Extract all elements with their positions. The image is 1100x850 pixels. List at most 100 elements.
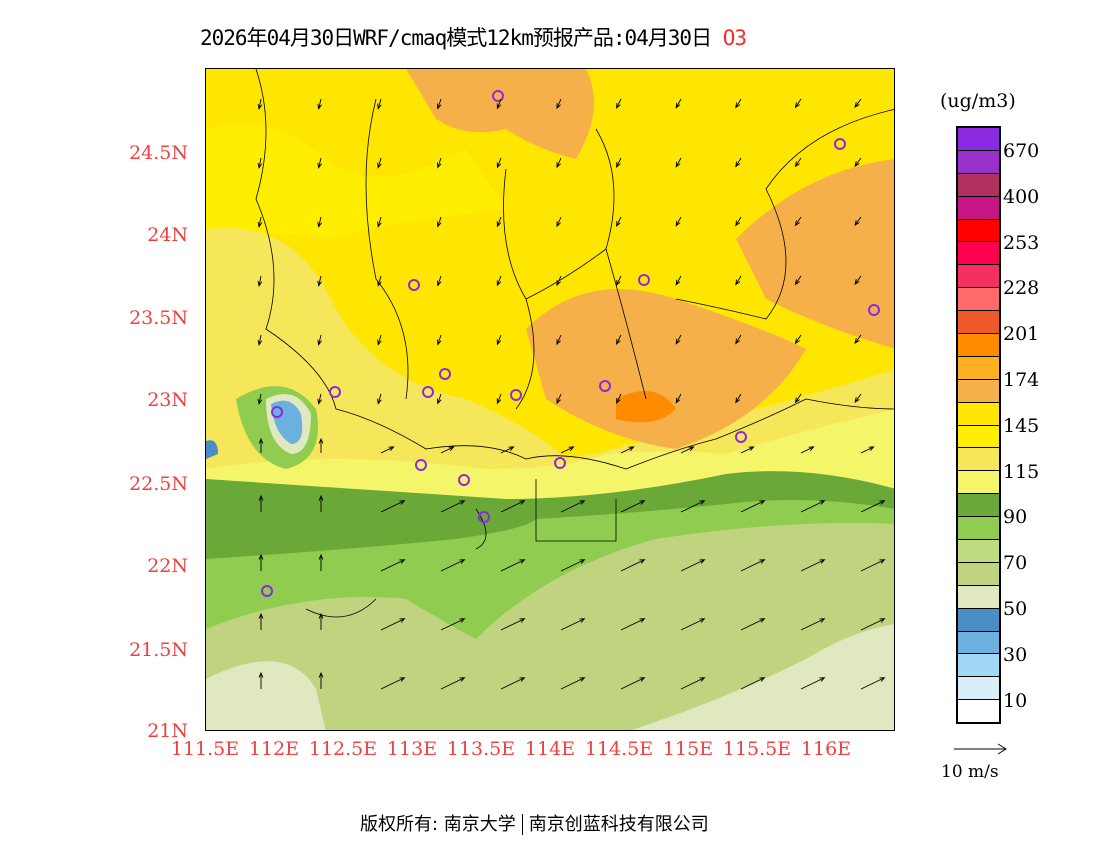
wind-vectors xyxy=(257,98,886,690)
wind-arrow xyxy=(620,618,646,631)
legend-bin xyxy=(958,128,999,151)
company-text: 南京创蓝科技有限公司 xyxy=(521,814,709,835)
wind-arrow xyxy=(560,618,586,631)
wind-arrow xyxy=(258,671,264,689)
legend-unit: (ug/m3) xyxy=(940,90,1016,112)
wind-arrow xyxy=(496,275,502,287)
monitoring-stations xyxy=(261,90,880,597)
wind-arrow xyxy=(318,553,324,571)
lat-label: 24.5N xyxy=(129,142,188,164)
wind-arrow xyxy=(735,393,742,404)
wind-arrow xyxy=(436,393,442,405)
wind-arrow xyxy=(620,677,646,690)
lon-label: 112.5E xyxy=(308,738,378,760)
wind-arrow xyxy=(860,559,886,572)
wind-arrow xyxy=(500,446,515,454)
wind-arrow xyxy=(440,677,466,690)
chart-title: 2026年04月30日WRF/cmaq模式12km预报产品:04月30日 O3 xyxy=(200,22,747,52)
wind-arrow xyxy=(317,98,322,110)
wind-arrow xyxy=(740,446,755,454)
wind-arrow xyxy=(500,500,526,513)
legend-bin xyxy=(958,379,999,403)
wind-arrow xyxy=(740,618,766,631)
legend-bin xyxy=(958,494,999,518)
lon-label: 111.5E xyxy=(170,738,240,760)
wind-arrow xyxy=(556,275,562,287)
region-fill xyxy=(206,661,326,730)
legend-bin xyxy=(958,356,999,380)
wind-arrow xyxy=(257,98,263,110)
lon-label: 113.5E xyxy=(446,738,516,760)
legend-bin xyxy=(958,540,999,563)
wind-arrow xyxy=(436,157,442,169)
legend-bin xyxy=(958,242,999,266)
legend-bin xyxy=(958,654,999,678)
wind-arrow xyxy=(854,216,862,227)
wind-arrow xyxy=(556,157,562,169)
legend-label: 90 xyxy=(1003,506,1028,529)
wind-arrow xyxy=(620,559,646,572)
wind-arrow xyxy=(794,157,802,168)
region-fill xyxy=(526,289,806,449)
wind-arrow xyxy=(794,98,802,109)
copyright-text: 版权所有: 南京大学 xyxy=(360,814,516,835)
wind-arrow xyxy=(735,275,742,286)
wind-arrow xyxy=(317,393,322,405)
wind-arrow xyxy=(377,334,382,346)
wind-arrow xyxy=(380,618,406,631)
wind-arrow xyxy=(616,275,622,287)
legend-bin xyxy=(958,700,999,723)
wind-arrow xyxy=(318,612,324,630)
wind-arrow xyxy=(496,98,502,110)
wind-arrow xyxy=(377,98,382,110)
legend-label: 30 xyxy=(1003,643,1028,666)
wind-arrow xyxy=(860,446,875,454)
region-fill xyxy=(206,123,506,239)
color-legend xyxy=(956,126,1001,725)
lat-label: 24N xyxy=(147,224,188,246)
wind-arrow xyxy=(560,500,586,513)
wind-arrow xyxy=(794,393,802,404)
wind-arrow xyxy=(317,334,322,346)
wind-arrow xyxy=(800,446,815,454)
wind-arrow xyxy=(860,677,886,690)
lat-label: 23N xyxy=(147,389,188,411)
species-label: O3 xyxy=(722,26,747,50)
wind-arrow xyxy=(616,98,622,110)
wind-arrow xyxy=(740,500,766,513)
wind-arrow xyxy=(258,437,264,453)
concentration-map xyxy=(205,68,895,731)
legend-bin xyxy=(958,677,999,701)
wind-arrow xyxy=(440,559,466,572)
wind-arrow xyxy=(318,437,324,453)
wind-arrow xyxy=(258,553,264,571)
legend-bin xyxy=(958,219,999,243)
wind-arrow xyxy=(860,618,886,631)
legend-label: 50 xyxy=(1003,597,1028,620)
legend-bin xyxy=(958,265,999,289)
wind-arrow xyxy=(854,334,862,345)
wind-arrow xyxy=(800,677,826,690)
wind-arrow xyxy=(675,216,682,227)
wind-arrow xyxy=(440,618,466,631)
wind-arrow xyxy=(257,275,263,287)
wind-arrow xyxy=(854,98,862,109)
wind-arrow xyxy=(257,216,263,228)
legend-bin xyxy=(958,425,999,449)
wind-arrow xyxy=(860,500,886,513)
wind-arrow xyxy=(616,393,622,405)
wind-arrow xyxy=(794,216,802,227)
wind-arrow xyxy=(436,98,442,110)
lat-label: 21N xyxy=(147,720,188,742)
legend-label: 174 xyxy=(1003,368,1040,391)
legend-label: 145 xyxy=(1003,414,1040,437)
lon-label: 115.5E xyxy=(722,738,792,760)
region-fill xyxy=(206,523,894,730)
wind-arrow xyxy=(680,618,706,631)
wind-arrow xyxy=(257,393,263,405)
wind-arrow xyxy=(735,157,742,168)
wind-arrow xyxy=(380,559,406,572)
legend-bin xyxy=(958,517,999,541)
wind-arrow xyxy=(500,677,526,690)
lon-label: 113E xyxy=(386,738,438,760)
